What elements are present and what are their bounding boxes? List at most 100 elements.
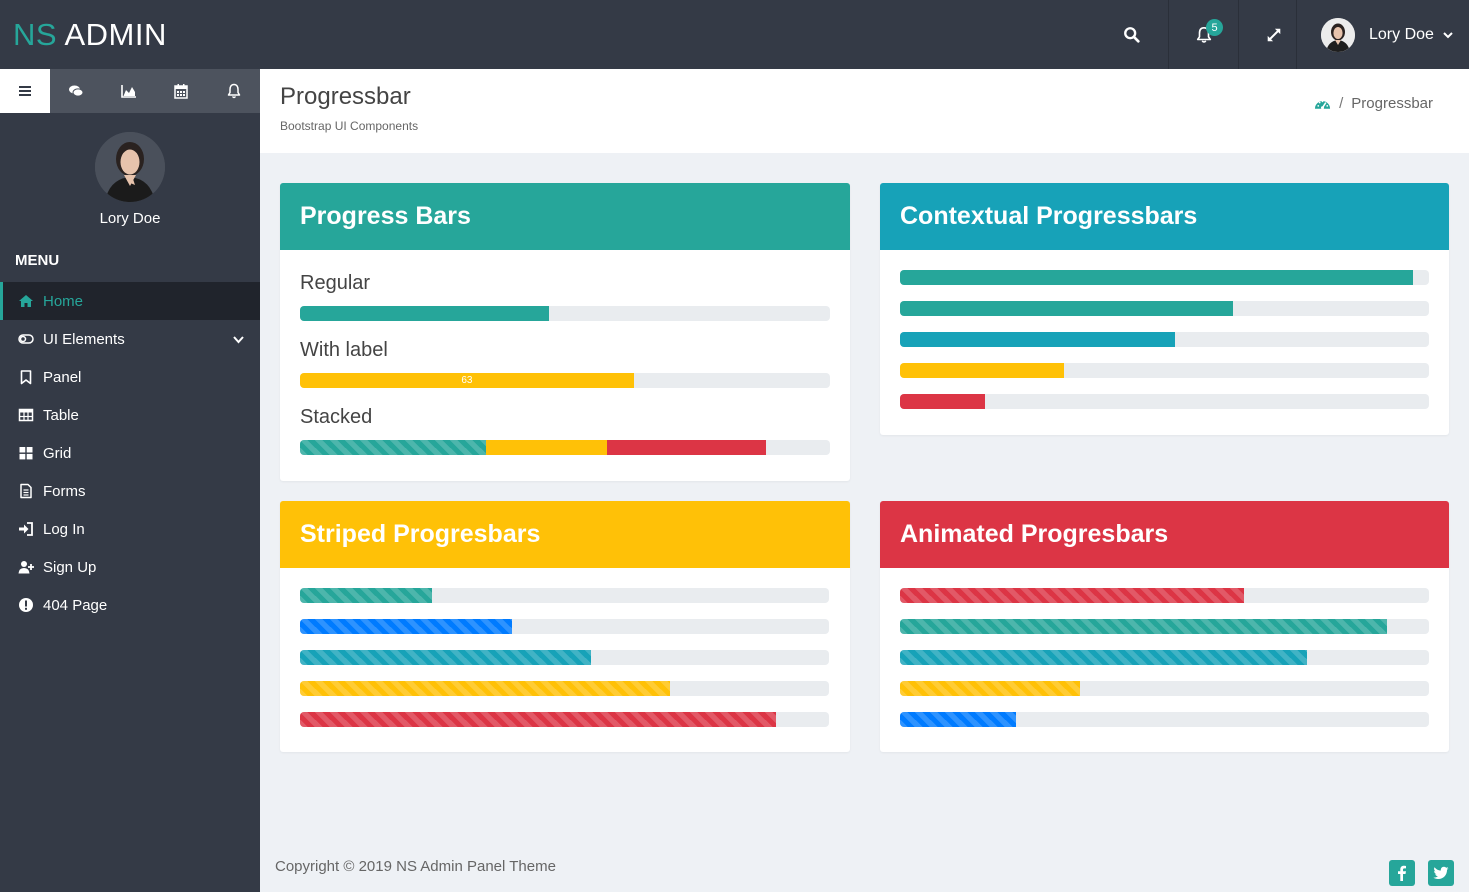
search-icon xyxy=(1124,26,1140,43)
facebook-button[interactable] xyxy=(1389,860,1415,886)
brand-ns: NS xyxy=(13,17,58,52)
twitter-icon xyxy=(1433,866,1449,879)
animated-progress-track-5 xyxy=(900,712,1429,727)
striped-progressbars-panel: Striped Progresbars xyxy=(280,501,850,752)
user-plus-icon xyxy=(18,561,34,574)
sidebar-item-label: Grid xyxy=(43,444,72,462)
breadcrumb: / Progressbar xyxy=(1314,95,1433,112)
striped-progress-fill-2 xyxy=(300,619,512,634)
contextual-progress-track-2 xyxy=(900,301,1429,316)
panel-title: Animated Progresbars xyxy=(880,501,1449,568)
sidebar-tabs xyxy=(0,69,260,113)
progress-fill-regular xyxy=(300,306,550,321)
sidebar-item-label: Table xyxy=(43,406,79,424)
animated-progress-track-2 xyxy=(900,619,1429,634)
sidebar-menu: Home UI Elements Panel Table Grid Forms … xyxy=(0,282,260,624)
chevron-down-icon xyxy=(1443,31,1453,38)
sidebar-item-home[interactable]: Home xyxy=(0,282,260,320)
tab-charts[interactable] xyxy=(103,69,156,113)
page-subtitle: Bootstrap UI Components xyxy=(280,119,419,133)
contextual-progress-fill-2 xyxy=(900,301,1234,316)
menu-heading: MENU xyxy=(15,252,60,269)
breadcrumb-separator: / xyxy=(1339,95,1344,112)
contextual-progress-fill-3 xyxy=(900,332,1176,347)
toggle-icon xyxy=(18,334,34,344)
sidebar: Lory Doe MENU Home UI Elements Panel Tab… xyxy=(0,69,260,892)
striped-progress-fill-4 xyxy=(300,681,671,696)
dashboard-icon[interactable] xyxy=(1314,96,1331,112)
sidebar-item-panel[interactable]: Panel xyxy=(0,358,260,396)
footer-copyright: Copyright © 2019 NS Admin Panel Theme xyxy=(275,858,556,875)
animated-progress-fill-1 xyxy=(900,588,1244,603)
sidebar-item-forms[interactable]: Forms xyxy=(0,472,260,510)
user-name: Lory Doe xyxy=(1369,25,1434,43)
striped-progress-fill-5 xyxy=(300,712,777,727)
sidebar-item-ui-elements[interactable]: UI Elements xyxy=(0,320,260,358)
contextual-progress-fill-5 xyxy=(900,394,985,409)
sidebar-item-label: Panel xyxy=(43,368,82,386)
notification-count-badge: 5 xyxy=(1206,19,1223,36)
progress-track: 63 xyxy=(300,373,830,388)
sidebar-item-table[interactable]: Table xyxy=(0,396,260,434)
avatar xyxy=(95,132,165,202)
sidebar-item-label: Home xyxy=(43,292,84,310)
stacked-label: Stacked xyxy=(300,406,373,428)
progress-fill-with-label: 63 xyxy=(300,373,634,388)
grid-icon xyxy=(19,447,33,460)
user-menu[interactable]: Lory Doe xyxy=(1296,0,1469,69)
animated-progress-track-4 xyxy=(900,681,1429,696)
animated-progress-fill-3 xyxy=(900,650,1308,665)
search-button[interactable] xyxy=(1097,0,1167,69)
animated-progressbars-panel: Animated Progresbars xyxy=(880,501,1449,752)
sidebar-item-log-in[interactable]: Log In xyxy=(0,510,260,548)
animated-progress-fill-2 xyxy=(900,619,1387,634)
sign-in-icon xyxy=(19,522,33,536)
contextual-progress-track-4 xyxy=(900,363,1429,378)
bell-icon xyxy=(227,83,240,99)
fullscreen-button[interactable] xyxy=(1238,0,1308,69)
file-icon xyxy=(20,483,32,499)
comments-icon xyxy=(69,85,84,97)
progress-fill-stacked-1 xyxy=(300,440,486,455)
sidebar-item-sign-up[interactable]: Sign Up xyxy=(0,548,260,586)
breadcrumb-current: Progressbar xyxy=(1351,95,1433,112)
contextual-progress-track-5 xyxy=(900,394,1429,409)
regular-label: Regular xyxy=(300,272,371,294)
sidebar-item-grid[interactable]: Grid xyxy=(0,434,260,472)
striped-progress-track-2 xyxy=(300,619,829,634)
striped-progress-track-5 xyxy=(300,712,829,727)
notifications-button[interactable]: 5 xyxy=(1168,0,1238,69)
contextual-progress-fill-1 xyxy=(900,270,1414,285)
striped-progress-track-3 xyxy=(300,650,829,665)
table-icon xyxy=(18,408,34,422)
bookmark-icon xyxy=(20,370,32,385)
sidebar-item-label: UI Elements xyxy=(43,330,125,348)
progress-value-label: 63 xyxy=(461,375,473,386)
sidebar-item-label: Log In xyxy=(43,520,85,538)
animated-progress-track-3 xyxy=(900,650,1429,665)
page-title: Progressbar xyxy=(280,83,411,110)
sidebar-item-label: 404 Page xyxy=(43,596,108,614)
sidebar-profile: Lory Doe xyxy=(0,113,260,227)
avatar xyxy=(1321,17,1355,52)
tab-comments[interactable] xyxy=(50,69,103,113)
tab-calendar[interactable] xyxy=(155,69,208,113)
contextual-progress-track-1 xyxy=(900,270,1429,285)
sidebar-item-label: Sign Up xyxy=(43,558,97,576)
chart-icon xyxy=(120,85,136,98)
panel-title: Contextual Progressbars xyxy=(880,183,1449,250)
menu-icon xyxy=(19,86,31,96)
tab-notifications[interactable] xyxy=(208,69,261,113)
tab-menu[interactable] xyxy=(0,69,50,113)
profile-name: Lory Doe xyxy=(99,210,161,227)
sidebar-item-404-page[interactable]: 404 Page xyxy=(0,586,260,624)
sidebar-item-label: Forms xyxy=(43,482,86,500)
brand-logo[interactable]: NS ADMIN xyxy=(13,17,167,53)
calendar-icon xyxy=(174,84,188,99)
contextual-progress-fill-4 xyxy=(900,363,1064,378)
chevron-down-icon xyxy=(233,336,244,344)
twitter-button[interactable] xyxy=(1428,860,1454,886)
striped-progress-track-1 xyxy=(300,588,829,603)
progress-fill-stacked-3 xyxy=(607,440,767,455)
animated-progress-fill-4 xyxy=(900,681,1080,696)
